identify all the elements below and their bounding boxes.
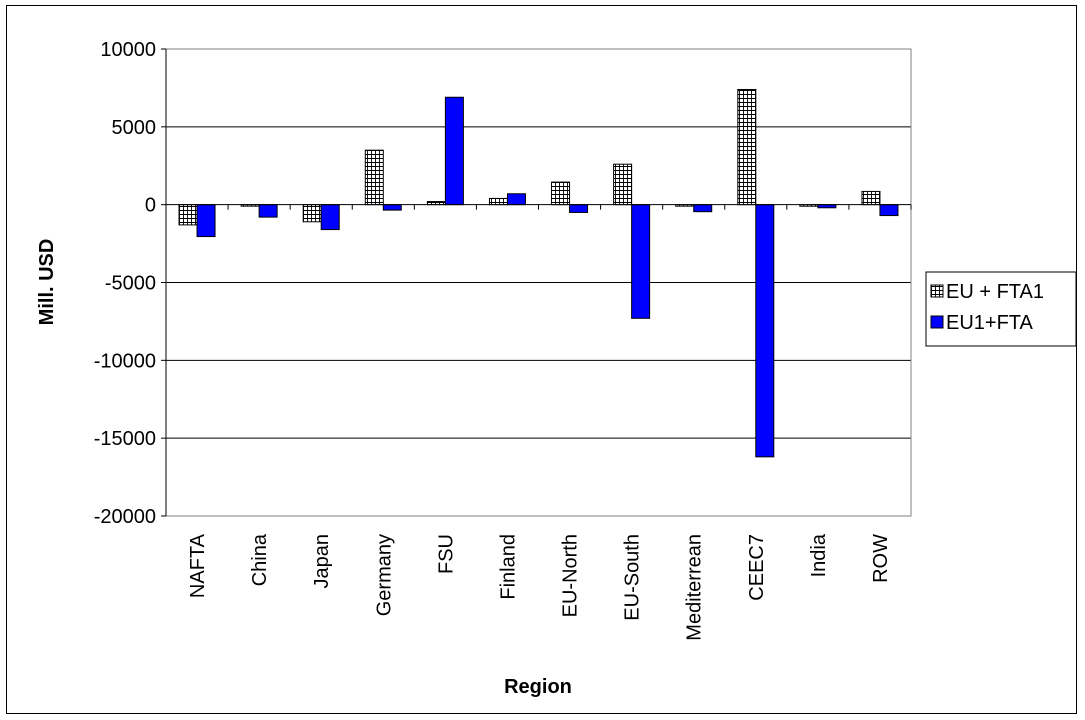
bar-eu1-fta-china (258, 204, 278, 218)
legend-label-series-2: EU1+FTA (946, 312, 1034, 334)
bar-eu1-fta-eu-south (631, 204, 651, 319)
x-axis-title: Region (504, 676, 572, 698)
bar-eu-fta1-eu-south (613, 163, 633, 206)
bar-eu-fta1-eu-north (551, 181, 571, 206)
x-tick-label: ROW (870, 534, 892, 583)
x-tick-label: CEEC7 (746, 534, 768, 601)
y-tick-label: 0 (145, 195, 156, 217)
x-tick-label: India (808, 533, 830, 577)
y-tick-label: -20000 (94, 506, 156, 528)
bar-eu1-fta-finland (506, 193, 526, 206)
bar-eu-fta1-ceec7 (737, 88, 757, 206)
bar-eu1-fta-eu-north (569, 204, 589, 213)
bar-eu1-fta-ceec7 (755, 204, 775, 458)
y-tick-label: -5000 (105, 273, 156, 295)
legend-swatch-series-1 (930, 284, 944, 298)
legend-box (925, 271, 1077, 347)
legend-label-series-1: EU + FTA1 (946, 281, 1044, 303)
bar-eu-fta1-nafta (178, 204, 198, 226)
y-tick-label: 5000 (112, 117, 157, 139)
chart-frame: 10000 5000 0 -5000 -10000 -15000 -20000 NAFTA Ch… (6, 5, 1077, 714)
bar-eu-fta1-finland (488, 197, 508, 206)
x-tick-label: Mediterrean (684, 534, 706, 641)
legend: EU + FTA1 EU1+FTA (925, 271, 1077, 347)
bar-eu1-fta-row (879, 204, 899, 217)
x-tick-label: China (249, 533, 271, 586)
bar-eu-fta1-row (861, 190, 881, 206)
x-tick-label: EU-North (560, 534, 582, 617)
y-tick-label: -10000 (94, 350, 156, 372)
x-tick-label: EU-South (622, 534, 644, 621)
x-tick-label: Germany (373, 534, 395, 616)
bar-eu1-fta-nafta (196, 204, 216, 238)
x-tick-label: NAFTA (187, 533, 209, 598)
x-tick-label: Finland (497, 534, 519, 600)
bar-eu-fta1-germany (364, 149, 384, 206)
bar-eu1-fta-fsu (444, 96, 464, 206)
y-axis-title: Mill. USD (36, 239, 58, 326)
y-tick-label: -15000 (94, 428, 156, 450)
y-tick-label: 10000 (100, 39, 156, 61)
bar-chart: 10000 5000 0 -5000 -10000 -15000 -20000 NAFTA Ch… (36, 39, 1077, 698)
x-tick-label: Japan (311, 534, 333, 589)
x-tick-label: FSU (435, 534, 457, 574)
bar-eu1-fta-mediterrean (693, 204, 713, 213)
bar-eu1-fta-germany (382, 204, 402, 211)
bar-eu1-fta-japan (320, 204, 340, 231)
bar-eu-fta1-japan (302, 204, 322, 223)
legend-swatch-series-2 (930, 315, 944, 329)
